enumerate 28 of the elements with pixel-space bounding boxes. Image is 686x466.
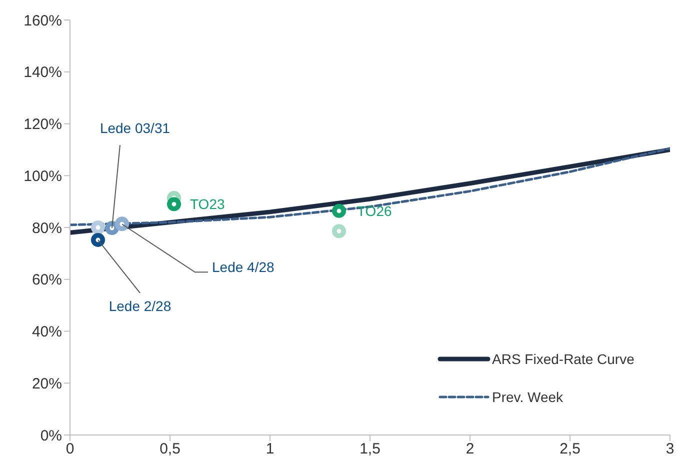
- x-tick-label: 2: [466, 440, 474, 458]
- annotation: Lede 4/28: [212, 259, 274, 276]
- y-tick-label: 60%: [32, 272, 62, 289]
- x-tick-label: 1: [266, 440, 274, 458]
- x-tick-label: 0: [66, 440, 74, 458]
- annotation: TO26: [357, 202, 392, 219]
- point: [91, 232, 105, 247]
- y-tick-label: 40%: [32, 324, 62, 341]
- legend-label: ARS Fixed-Rate Curve: [492, 351, 635, 367]
- y-tick-label: 160%: [24, 12, 62, 30]
- x-tick-label: 1,5: [360, 440, 380, 458]
- y-tick-label: 100%: [24, 168, 62, 185]
- y-tick-label: 120%: [24, 116, 62, 134]
- x-tick-label: 3: [666, 440, 674, 458]
- x-tick-label: 2,5: [560, 440, 580, 458]
- y-tick-label: 80%: [32, 220, 62, 237]
- point: [91, 220, 105, 234]
- y-tick-label: 0%: [40, 427, 62, 444]
- y-tick-label: 20%: [32, 375, 62, 392]
- annotation: TO23: [190, 196, 225, 212]
- x-tick-label: 0,5: [160, 440, 180, 458]
- annotation: Lede 2/28: [108, 298, 172, 314]
- legend-label: Prev. Week: [492, 389, 564, 405]
- point: [332, 224, 346, 238]
- point: [332, 204, 346, 218]
- y-tick-label: 140%: [24, 64, 62, 82]
- point: [167, 197, 181, 212]
- annotation: Lede 03/31: [100, 120, 170, 136]
